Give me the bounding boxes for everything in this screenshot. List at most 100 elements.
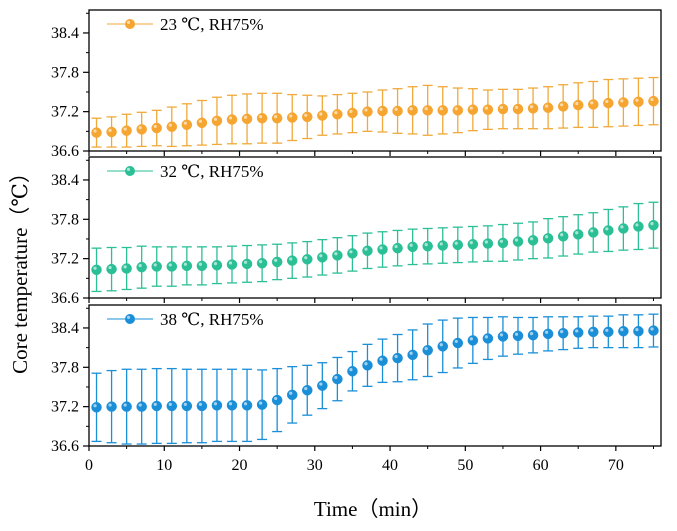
data-point bbox=[633, 325, 644, 337]
legend-marker-highlight bbox=[126, 167, 131, 171]
data-point bbox=[648, 219, 659, 231]
data-point bbox=[151, 400, 162, 412]
data-point-highlight bbox=[349, 250, 353, 254]
data-point bbox=[226, 114, 238, 125]
data-point bbox=[106, 126, 117, 138]
data-point-highlight bbox=[379, 107, 383, 111]
data-point-highlight bbox=[289, 391, 293, 395]
data-point bbox=[437, 341, 448, 352]
y-tick-label: 38.4 bbox=[51, 320, 79, 337]
data-point-highlight bbox=[650, 222, 654, 226]
data-point bbox=[302, 254, 313, 265]
data-point-highlight bbox=[575, 101, 579, 106]
data-point-highlight bbox=[349, 109, 353, 113]
data-point-highlight bbox=[439, 343, 443, 347]
data-point bbox=[166, 261, 178, 272]
data-point bbox=[286, 255, 298, 266]
data-point bbox=[317, 252, 328, 263]
x-tick-label: 50 bbox=[457, 457, 473, 474]
data-point-highlight bbox=[123, 403, 127, 407]
data-point-highlight bbox=[484, 335, 488, 339]
data-point bbox=[392, 352, 403, 364]
data-point-highlight bbox=[545, 235, 549, 239]
data-point-highlight bbox=[409, 243, 413, 247]
data-point-highlight bbox=[620, 225, 624, 229]
data-point-highlight bbox=[213, 402, 218, 406]
data-point-highlight bbox=[484, 240, 488, 244]
data-point-highlight bbox=[198, 262, 202, 266]
data-point-highlight bbox=[575, 231, 579, 235]
data-point-highlight bbox=[545, 330, 549, 334]
data-point-highlight bbox=[213, 117, 218, 121]
data-point-highlight bbox=[514, 238, 519, 242]
data-point-highlight bbox=[289, 114, 293, 118]
data-point-highlight bbox=[514, 105, 519, 110]
data-point-highlight bbox=[108, 403, 112, 407]
data-point-highlight bbox=[183, 402, 187, 406]
data-point bbox=[91, 127, 102, 138]
data-point-highlight bbox=[379, 357, 383, 361]
y-tick-label: 37.8 bbox=[51, 211, 79, 228]
data-point bbox=[588, 227, 599, 238]
data-point-highlight bbox=[409, 351, 413, 355]
data-point bbox=[422, 240, 433, 252]
data-point-highlight bbox=[198, 402, 202, 406]
data-point-highlight bbox=[590, 229, 594, 233]
data-point bbox=[633, 96, 644, 108]
data-point bbox=[226, 400, 238, 411]
data-point bbox=[106, 263, 117, 275]
data-point bbox=[181, 400, 193, 412]
data-point bbox=[618, 325, 629, 337]
data-point bbox=[347, 248, 358, 259]
x-axis-title: Time（min） bbox=[314, 497, 432, 521]
data-point bbox=[467, 335, 479, 346]
data-point-highlight bbox=[319, 382, 323, 386]
data-point-highlight bbox=[364, 362, 368, 366]
plot-frame bbox=[88, 156, 662, 299]
data-point-highlight bbox=[334, 111, 338, 115]
data-point bbox=[377, 355, 388, 366]
data-point bbox=[572, 327, 584, 338]
data-point-highlight bbox=[274, 115, 278, 119]
data-point-highlight bbox=[620, 328, 624, 332]
data-point bbox=[497, 237, 509, 249]
data-point-highlight bbox=[635, 98, 639, 102]
data-point-highlight bbox=[93, 404, 97, 408]
data-point bbox=[572, 229, 584, 240]
data-point bbox=[241, 400, 253, 411]
data-point bbox=[91, 402, 102, 413]
data-point-highlight bbox=[153, 124, 157, 129]
data-point-highlight bbox=[469, 241, 473, 245]
data-point-highlight bbox=[289, 257, 293, 261]
data-point bbox=[271, 394, 283, 406]
data-point bbox=[362, 360, 373, 371]
data-point bbox=[467, 104, 479, 115]
legend-marker bbox=[125, 19, 135, 29]
data-point bbox=[377, 244, 388, 255]
y-tick-label: 36.6 bbox=[51, 438, 79, 455]
data-point-highlight bbox=[123, 127, 127, 131]
data-point-highlight bbox=[499, 105, 504, 110]
data-point-highlight bbox=[469, 106, 473, 110]
data-point-highlight bbox=[274, 396, 278, 401]
data-point bbox=[633, 221, 644, 232]
data-point-highlight bbox=[168, 123, 172, 127]
data-point-highlight bbox=[514, 332, 519, 336]
data-point-highlight bbox=[364, 247, 368, 251]
legend-marker-highlight bbox=[126, 20, 131, 24]
data-point bbox=[542, 102, 554, 113]
data-point bbox=[527, 235, 539, 246]
data-point bbox=[241, 113, 253, 125]
data-point bbox=[317, 110, 328, 121]
y-tick-label: 37.2 bbox=[51, 399, 79, 416]
data-point bbox=[106, 401, 117, 412]
data-point-highlight bbox=[484, 106, 488, 110]
legend-marker bbox=[125, 166, 135, 176]
data-point bbox=[166, 400, 178, 412]
data-point-highlight bbox=[454, 339, 458, 344]
data-point-highlight bbox=[635, 328, 639, 332]
data-point bbox=[256, 257, 268, 269]
data-point bbox=[557, 231, 569, 242]
data-point-highlight bbox=[334, 252, 338, 256]
